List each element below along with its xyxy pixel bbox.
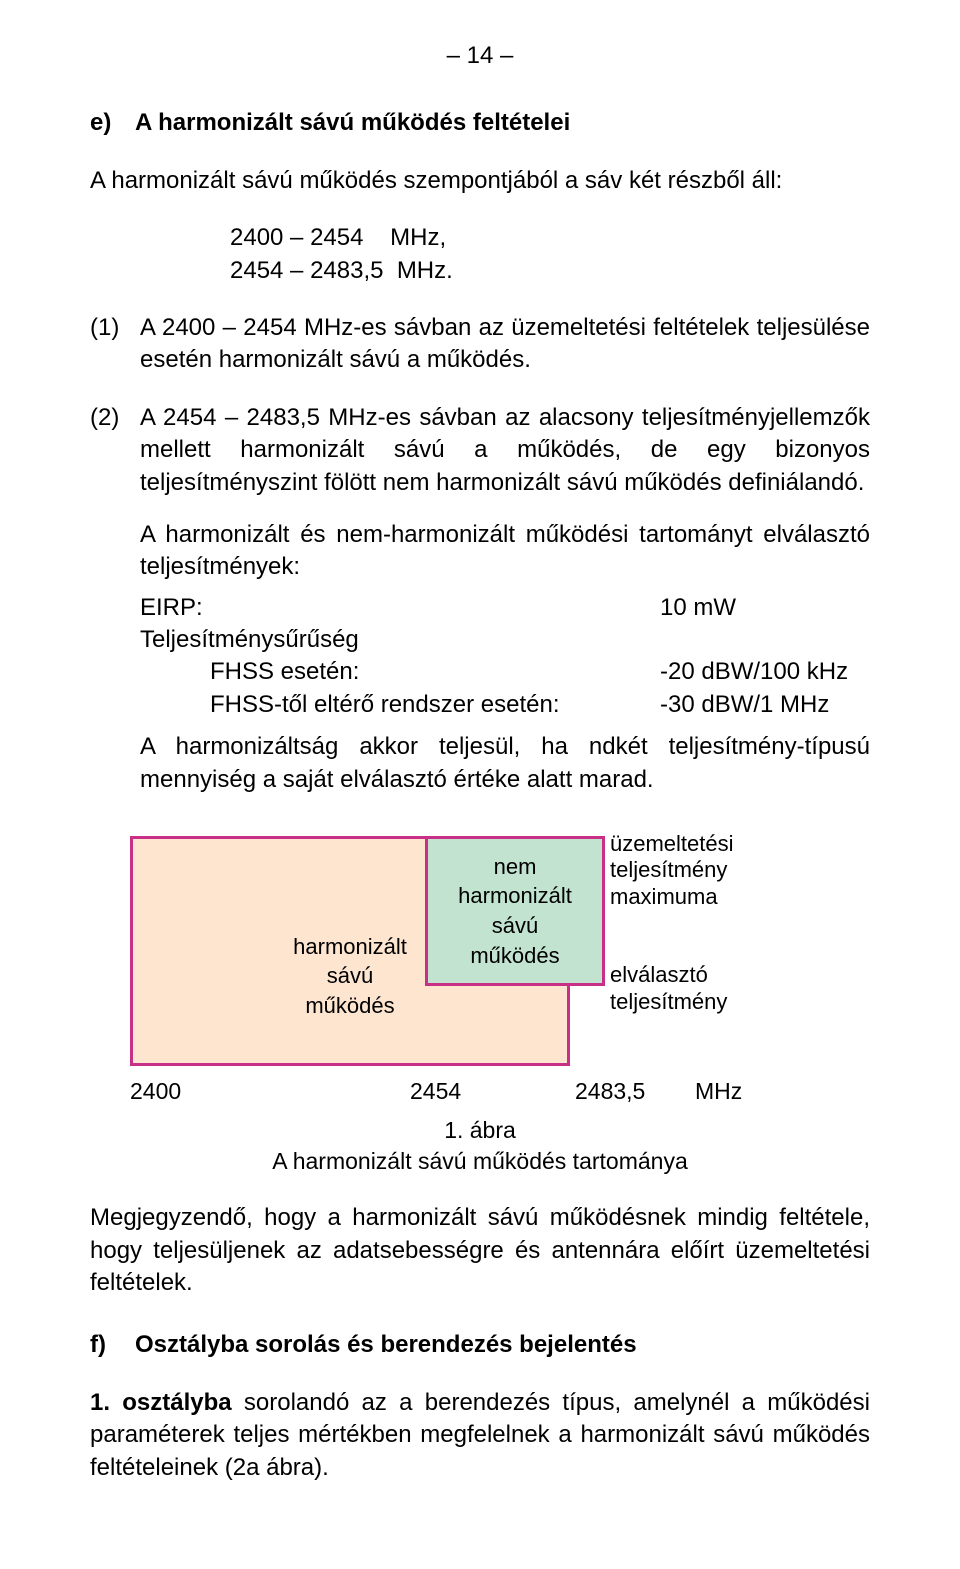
label-bot-2: teljesítmény [610, 989, 770, 1015]
separator-text: A harmonizált és nem-harmonizált működés… [140, 519, 870, 584]
class-1-bold: 1. osztályba [90, 1389, 232, 1416]
note-paragraph: Megjegyzendő, hogy a harmonizált sávú mű… [90, 1202, 870, 1299]
item-2-number: (2) [90, 402, 140, 796]
axis-tick-2400: 2400 [130, 1076, 410, 1107]
item-2-body: A 2454 – 2483,5 MHz-es sávban az alacson… [140, 402, 870, 796]
axis-tick-2454: 2454 [410, 1076, 575, 1107]
section-f-title: Osztályba sorolás és berendezés bejelent… [135, 1331, 637, 1358]
figure-caption-line2: A harmonizált sávú működés tartománya [90, 1146, 870, 1177]
label-top-1: üzemeltetési [610, 831, 770, 857]
label-sep-power: elválasztó teljesítmény [610, 962, 770, 1015]
page-number: – 14 – [90, 40, 870, 72]
nonfhss-label: FHSS-től eltérő rendszer esetén: [140, 689, 560, 721]
item-1-number: (1) [90, 312, 140, 377]
nonharm-line2: harmonizált [458, 881, 572, 911]
section-e-title: A harmonizált sávú működés feltételei [135, 109, 570, 136]
diagram-right-labels: üzemeltetési teljesítmény maximuma elvál… [610, 831, 770, 1015]
section-f-heading: f)Osztályba sorolás és berendezés bejele… [90, 1329, 870, 1361]
section-e-intro: A harmonizált sávú működés szempontjából… [90, 165, 870, 197]
band-diagram: harmonizált sávú működés nem harmonizált… [130, 836, 770, 1066]
power-table: EIRP: 10 mW Teljesítménysűrűség FHSS ese… [140, 592, 870, 722]
axis-tick-2483: 2483,5 [575, 1076, 695, 1107]
nonharm-line3: sávú [492, 911, 538, 941]
numbered-item-1: (1) A 2400 – 2454 MHz-es sávban az üzeme… [90, 312, 870, 377]
fhss-value: -20 dBW/100 kHz [660, 656, 870, 688]
label-top-3: maximuma [610, 884, 770, 910]
harm-line3: működés [305, 991, 394, 1021]
numbered-item-2: (2) A 2454 – 2483,5 MHz-es sávban az ala… [90, 402, 870, 796]
fhss-label: FHSS esetén: [140, 656, 359, 688]
band-line-1: 2400 – 2454 MHz, [90, 222, 870, 254]
nonharm-line4: működés [470, 941, 559, 971]
harm-line2: sávú [327, 961, 373, 991]
harm-line1: harmonizált [293, 932, 407, 962]
nonfhss-value: -30 dBW/1 MHz [660, 689, 870, 721]
figure-1: harmonizált sávú működés nem harmonizált… [90, 836, 870, 1177]
nonharm-line1: nem [494, 852, 537, 882]
item-2-text: A 2454 – 2483,5 MHz-es sávban az alacson… [140, 402, 870, 499]
non-harmonized-box: nem harmonizált sávú működés [425, 836, 605, 986]
eirp-value: 10 mW [660, 592, 870, 624]
item-1-text: A 2400 – 2454 MHz-es sávban az üzemeltet… [140, 312, 870, 377]
label-max-power: üzemeltetési teljesítmény maximuma [610, 831, 770, 910]
label-bot-1: elválasztó [610, 962, 770, 988]
section-f-para: 1. osztályba sorolandó az a berendezés t… [90, 1387, 870, 1484]
eirp-label: EIRP: [140, 592, 203, 624]
condition-text: A harmonizáltság akkor teljesül, ha ndké… [140, 731, 870, 796]
figure-caption: 1. ábra A harmonizált sávú működés tarto… [90, 1115, 870, 1177]
section-e-letter: e) [90, 107, 135, 139]
axis-unit: MHz [695, 1076, 810, 1107]
section-e-heading: e)A harmonizált sávú működés feltételei [90, 107, 870, 139]
density-label: Teljesítménysűrűség [140, 624, 359, 656]
figure-caption-line1: 1. ábra [90, 1115, 870, 1146]
diagram-axis: 2400 2454 2483,5 MHz [130, 1076, 810, 1107]
label-top-2: teljesítmény [610, 857, 770, 883]
band-line-2: 2454 – 2483,5 MHz. [90, 255, 870, 287]
section-f-letter: f) [90, 1329, 135, 1361]
